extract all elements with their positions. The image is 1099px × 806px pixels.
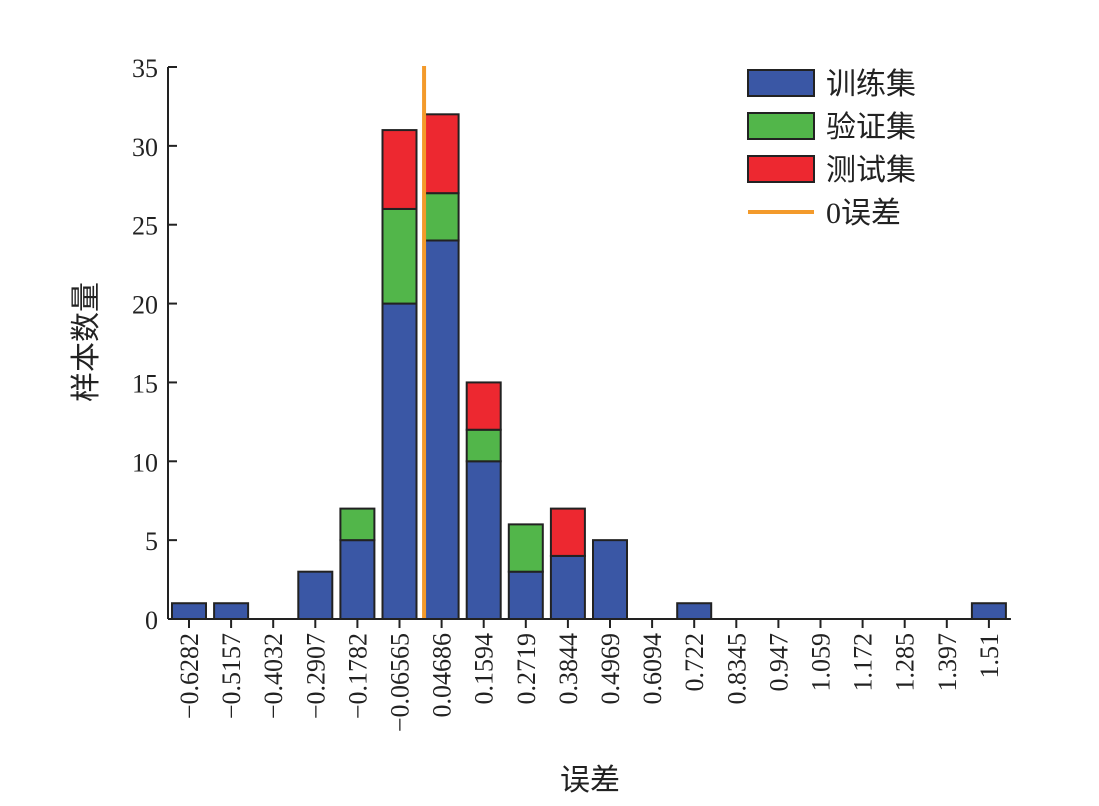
bar-segment [171,602,207,621]
x-tick-label: −0.1782 [343,633,372,719]
bar-segment [381,207,418,305]
x-tick-label: −0.2907 [301,633,330,719]
y-tick-label: 35 [132,54,158,83]
y-tick-label: 0 [145,606,158,635]
bar-segment [592,539,628,621]
x-tick-label: 0.6094 [638,633,667,705]
y-axis: 0 5 10 15 20 25 30 35 [132,54,177,635]
legend-label: 0误差 [826,197,901,230]
plot-area [171,66,1007,621]
bar-segment [507,523,544,573]
bar-segment [423,113,460,195]
bar-segment [381,129,418,210]
x-tick-label: 1.172 [849,633,878,692]
x-tick-label: −0.6282 [175,633,204,719]
x-tick-label: 0.722 [680,633,709,692]
legend-swatch [747,69,815,97]
x-tick-label: −0.4032 [259,633,288,719]
bar-segment [423,239,460,620]
bar-segment [297,570,334,621]
x-tick-label: 0.8345 [722,633,751,705]
legend-label: 训练集 [826,68,916,101]
y-tick-label: 20 [132,291,158,320]
bar-segment [339,507,376,542]
bar-segment [213,602,250,621]
bar-segment [339,539,376,621]
y-tick-label: 5 [145,527,158,556]
bar-segment [507,570,544,621]
bar-segment [970,602,1007,621]
x-tick-label: −0.06565 [386,633,415,732]
x-tick-label: 0.3844 [554,633,583,705]
y-tick-label: 25 [132,212,158,241]
bar-segment [381,302,418,620]
x-tick-label: −0.5157 [217,633,246,719]
x-axis-title: 误差 [560,764,620,797]
x-tick-label: 0.2719 [512,633,541,705]
legend-label: 测试集 [826,154,916,187]
x-tick-label: 1.397 [933,633,962,692]
x-tick-label: 0.04686 [428,633,457,718]
x-tick-label: 0.947 [764,633,793,692]
bar-segment [465,428,502,463]
bar-segment [676,602,713,621]
bar-segment [549,507,586,557]
y-tick-label: 30 [132,133,158,162]
bar-segment [465,460,502,620]
x-tick-label: 1.51 [975,633,1004,679]
x-tick-label: 0.4969 [596,633,625,705]
x-tick-label: 0.1594 [470,633,499,705]
bar-segment [465,381,502,431]
y-tick-label: 15 [132,369,158,398]
y-tick-label: 10 [132,448,158,477]
x-axis: −0.6282 −0.5157 −0.4032 −0.2907 −0.1782 −0.06… [168,618,1011,732]
legend-label: 验证集 [826,111,916,144]
x-tick-label: 1.059 [807,633,836,692]
legend-swatch [747,112,815,140]
bar-segment [423,192,460,242]
legend-swatch [747,155,815,183]
y-axis-title: 样本数量 [70,282,103,402]
bar-segment [549,554,586,621]
x-tick-label: 1.285 [891,633,920,692]
